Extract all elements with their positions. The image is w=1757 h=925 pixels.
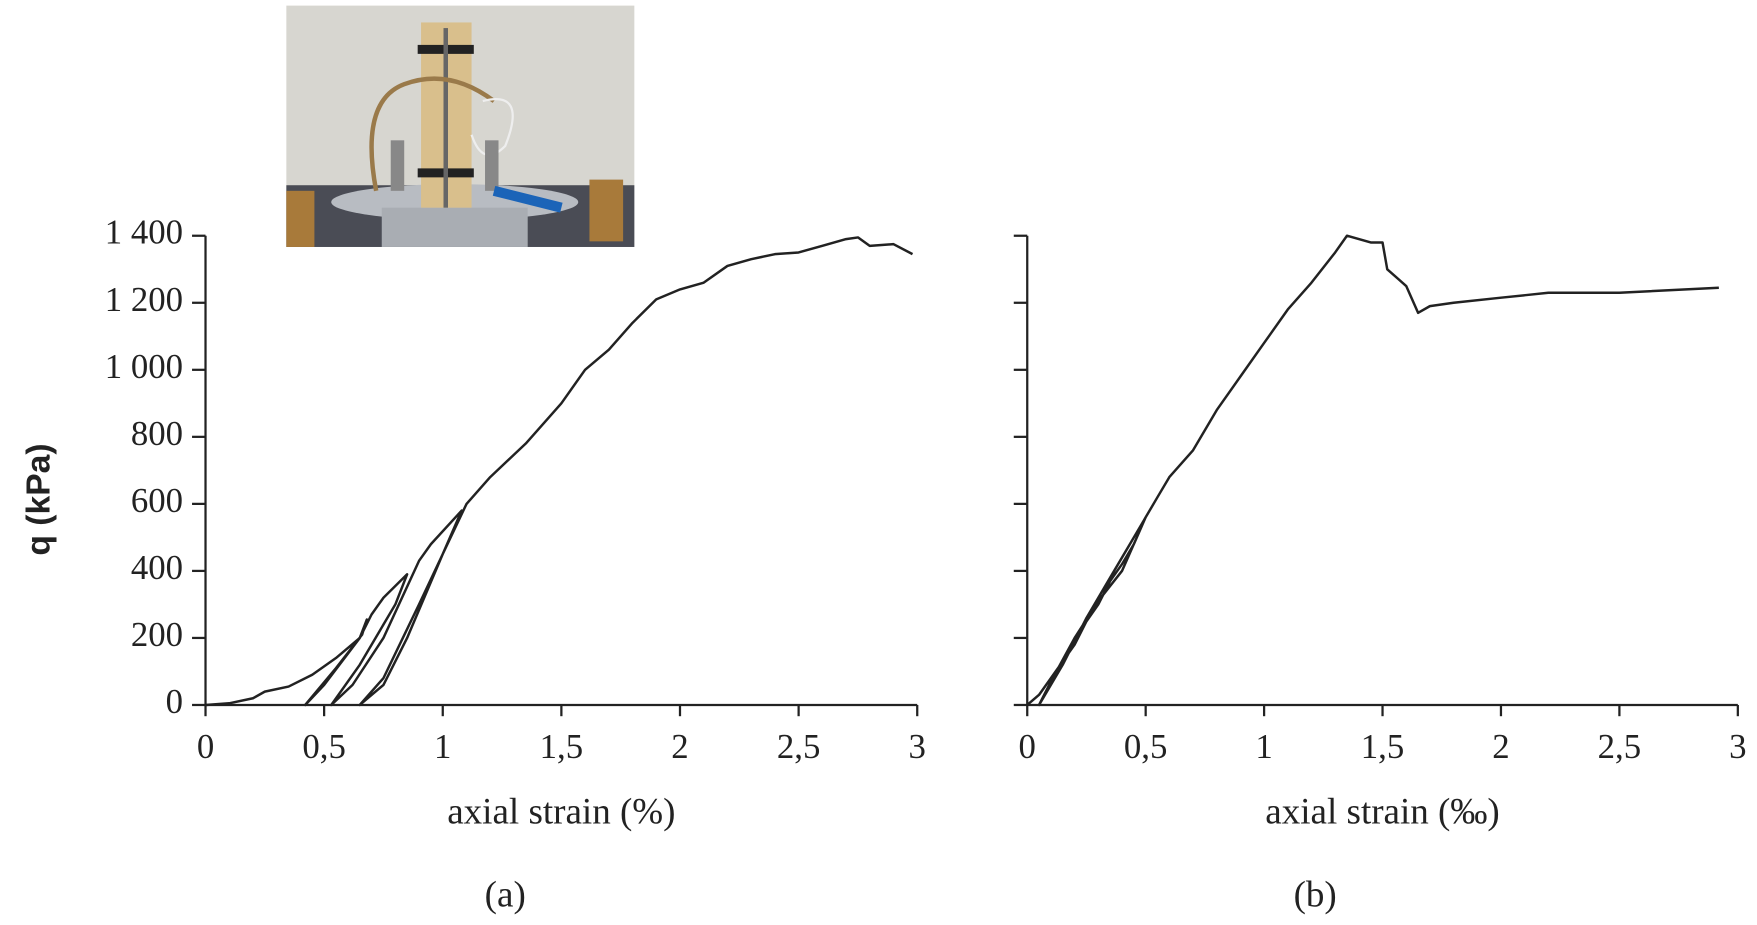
- x-tick-label: 0: [197, 727, 214, 766]
- y-tick-label: 0: [166, 682, 183, 721]
- panel-caption: (b): [1294, 875, 1337, 916]
- y-tick-label: 600: [131, 481, 183, 520]
- x-tick-label: 2,5: [777, 727, 820, 766]
- photo-inset: [286, 5, 635, 247]
- y-axis-label: q (kPa): [20, 443, 57, 555]
- x-tick-label: 0,5: [302, 727, 345, 766]
- x-tick-label: 2,5: [1598, 727, 1641, 766]
- x-tick-label: 1: [434, 727, 451, 766]
- x-tick-label: 0: [1019, 727, 1036, 766]
- y-tick-label: 200: [131, 615, 183, 654]
- x-tick-label: 1: [1255, 727, 1272, 766]
- x-tick-label: 3: [909, 727, 926, 766]
- data-line: [205, 236, 914, 707]
- x-tick-label: 1,5: [1361, 727, 1404, 766]
- y-tick-label: 1 400: [105, 213, 183, 252]
- y-tick-label: 400: [131, 548, 183, 587]
- y-tick-label: 1 200: [105, 280, 183, 319]
- x-tick-label: 2: [671, 727, 688, 766]
- data-line: [1026, 234, 1719, 707]
- y-tick-label: 800: [131, 414, 183, 453]
- x-axis-label: axial strain (‰): [1265, 791, 1499, 832]
- panel-caption: (a): [485, 875, 526, 916]
- x-tick-label: 2: [1492, 727, 1509, 766]
- y-tick-label: 1 000: [105, 347, 183, 386]
- x-tick-label: 1,5: [540, 727, 583, 766]
- x-axis-label: axial strain (%): [447, 791, 675, 832]
- x-tick-label: 3: [1729, 727, 1746, 766]
- x-tick-label: 0,5: [1124, 727, 1167, 766]
